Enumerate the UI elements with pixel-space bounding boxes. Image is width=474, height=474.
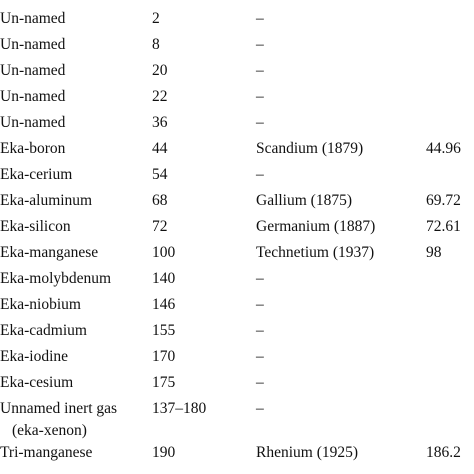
discovered-element: – [256,88,264,105]
element-name: Eka-cadmium [0,322,87,339]
element-name: Eka-aluminum [0,192,93,209]
predicted-mass: 137–180 [152,400,207,417]
predicted-mass: 155 [152,322,176,339]
table-row: Eka-manganese 100 Technetium (1937) 98 [0,240,474,266]
element-name: Un-named [0,36,66,53]
discovered-element: – [256,270,264,287]
predicted-mass: 22 [152,88,168,105]
discovered-element: Germanium (1887) [256,218,376,235]
element-name-line2: (eka-xenon) [12,422,87,439]
element-name: Eka-niobium [0,296,81,313]
element-name: Un-named [0,10,66,27]
predicted-mass: 36 [152,114,168,131]
predicted-mass: 8 [152,36,160,53]
element-name: Eka-iodine [0,348,69,365]
discovered-element: Rhenium (1925) [256,444,359,461]
table-row: Eka-cadmium 155 – [0,318,474,344]
predicted-mass: 72 [152,218,168,235]
element-name: Unnamed inert gas (eka-xenon) [0,396,117,440]
actual-mass: 69.72 [426,192,461,209]
element-name: Eka-molybdenum [0,270,112,287]
element-name-line1: Unnamed inert gas [0,400,118,417]
discovered-element: – [256,62,264,79]
predicted-mass: 140 [152,270,176,287]
table-row: Eka-boron 44 Scandium (1879) 44.96 [0,136,474,162]
actual-mass: 44.96 [426,140,461,157]
table-row: Un-named 36 – [0,110,474,136]
discovered-element: Gallium (1875) [256,192,352,209]
predicted-mass: 175 [152,374,176,391]
table-row: Eka-silicon 72 Germanium (1887) 72.61 [0,214,474,240]
element-name: Eka-boron [0,140,66,157]
element-name: Eka-cesium [0,374,74,391]
table-row: Unnamed inert gas (eka-xenon) 137–180 – [0,396,474,440]
predicted-mass: 100 [152,244,176,261]
predicted-mass: 44 [152,140,168,157]
table-row: Eka-molybdenum 140 – [0,266,474,292]
predicted-mass: 146 [152,296,176,313]
actual-mass: 72.61 [426,218,461,235]
discovered-element: – [256,166,264,183]
discovered-element: – [256,348,264,365]
table-row: Un-named 20 – [0,58,474,84]
discovered-element: – [256,322,264,339]
discovered-element: – [256,114,264,131]
table-row: Un-named 22 – [0,84,474,110]
discovered-element: – [256,10,264,27]
element-name: Eka-cerium [0,166,73,183]
predicted-mass: 170 [152,348,176,365]
element-name: Un-named [0,88,66,105]
predicted-mass: 20 [152,62,168,79]
elements-table: Un-named 2 – Un-named 8 – Un-named 20 – … [0,6,474,466]
table-row: Eka-cesium 175 – [0,370,474,396]
discovered-element: Scandium (1879) [256,140,364,157]
table-row: Eka-cerium 54 – [0,162,474,188]
discovered-element: – [256,36,264,53]
element-name: Un-named [0,114,66,131]
table-row: Eka-aluminum 68 Gallium (1875) 69.72 [0,188,474,214]
table-row: Eka-iodine 170 – [0,344,474,370]
element-name: Eka-manganese [0,244,99,261]
discovered-element: – [256,374,264,391]
table-row: Eka-niobium 146 – [0,292,474,318]
predicted-mass: 190 [152,444,176,461]
predicted-mass: 54 [152,166,168,183]
actual-mass: 186.2 [426,444,461,461]
actual-mass: 98 [426,244,442,261]
discovered-element: Technetium (1937) [256,244,375,261]
predicted-mass: 2 [152,10,160,27]
discovered-element: – [256,296,264,313]
element-name: Un-named [0,62,66,79]
table-row: Un-named 2 – [0,6,474,32]
predicted-mass: 68 [152,192,168,209]
table-row: Tri-manganese 190 Rhenium (1925) 186.2 [0,440,474,466]
discovered-element: – [256,400,264,417]
element-name: Tri-manganese [0,444,93,461]
element-name: Eka-silicon [0,218,71,235]
table-row: Un-named 8 – [0,32,474,58]
